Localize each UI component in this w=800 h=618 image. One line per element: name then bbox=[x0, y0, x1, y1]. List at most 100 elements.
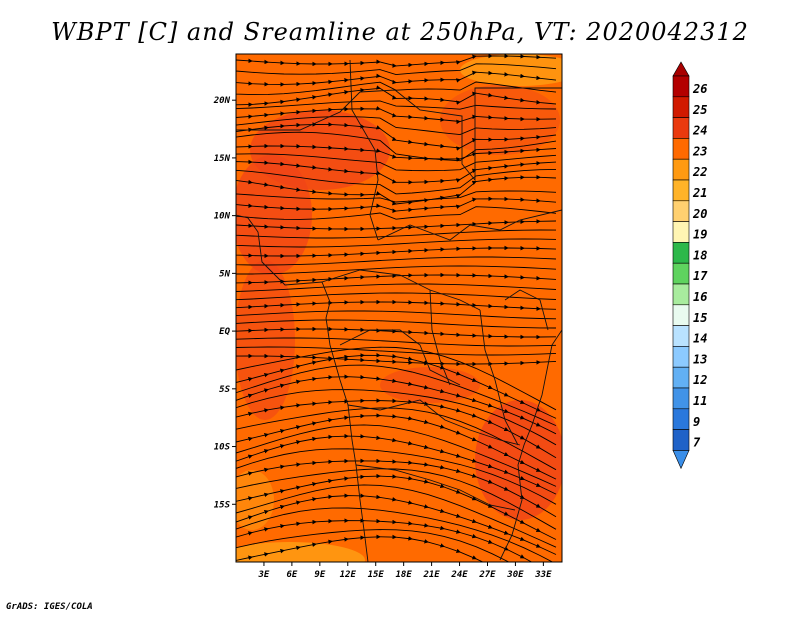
lon-tick-label: 12E bbox=[340, 570, 357, 580]
colorbar-label: 24 bbox=[692, 124, 707, 138]
lat-tick-label: 5N bbox=[219, 269, 230, 279]
border bbox=[349, 59, 379, 241]
lat-tick-label: 15N bbox=[214, 154, 231, 164]
chart-title: WBPT [C] and Sreamline at 250hPa, VT: 20… bbox=[51, 18, 749, 46]
streamline bbox=[236, 219, 557, 232]
streamline bbox=[236, 85, 557, 107]
colorbar-segment bbox=[672, 96, 690, 118]
lat-tick-label: 10S bbox=[214, 443, 231, 453]
lon-tick-label: 24E bbox=[450, 570, 468, 580]
warm-patch bbox=[440, 85, 560, 155]
colorbar-segment bbox=[672, 366, 690, 389]
colorbar-label: 11 bbox=[693, 394, 707, 408]
colorbar-label: 22 bbox=[692, 165, 707, 179]
colorbar-segment bbox=[672, 75, 690, 98]
plot-frame bbox=[235, 53, 563, 563]
lon-tick-label: 9E bbox=[314, 570, 325, 580]
lon-tick-label: 30E bbox=[506, 570, 524, 580]
colorbar-segment bbox=[672, 158, 690, 181]
colorbar-label: 17 bbox=[693, 269, 708, 283]
colorbar-label: 16 bbox=[693, 290, 707, 304]
lon-tick-label: 3E bbox=[258, 570, 270, 580]
lat-tick-label: EQ bbox=[219, 327, 230, 337]
colorbar-label: 20 bbox=[692, 207, 707, 221]
colorbar-segment bbox=[672, 283, 690, 306]
colorbar-segment bbox=[672, 179, 690, 202]
lon-tick-label: 21E bbox=[422, 570, 440, 580]
streamline bbox=[236, 272, 557, 285]
streamline bbox=[236, 310, 557, 320]
streamline bbox=[236, 245, 557, 259]
streamline bbox=[236, 292, 557, 301]
streamline bbox=[236, 283, 557, 292]
colorbar-segment bbox=[672, 200, 690, 222]
colorbar-label: 13 bbox=[693, 352, 707, 366]
colorbar-label: 21 bbox=[692, 186, 707, 200]
lat-tick-label: 15S bbox=[214, 500, 231, 510]
lat-tick-label: 10N bbox=[214, 212, 231, 222]
longitude-axis: 3E 6E 9E 12E 15E 18E 21E 24E 27E 30E 33E bbox=[258, 562, 552, 580]
streamline bbox=[236, 70, 557, 87]
cool-patch bbox=[236, 470, 274, 530]
lon-tick-label: 27E bbox=[478, 570, 496, 580]
streamline bbox=[236, 229, 557, 239]
colorbar-label: 9 bbox=[693, 415, 700, 429]
colorbar-label: 7 bbox=[693, 436, 701, 450]
latitude-axis: 20N 15N 10N 5N EQ 5S 10S 15S bbox=[213, 96, 236, 510]
lake-victoria bbox=[504, 289, 549, 331]
lon-tick-label: 6E bbox=[286, 570, 297, 580]
streamline bbox=[236, 299, 557, 311]
lon-tick-label: 18E bbox=[396, 570, 413, 580]
colorbar-segment bbox=[672, 221, 690, 243]
colorbar-segment bbox=[672, 117, 690, 139]
lat-tick-label: 5S bbox=[219, 385, 230, 395]
grads-credit: GrADS: IGES/COLA bbox=[6, 602, 93, 612]
border bbox=[355, 464, 516, 511]
streamline bbox=[236, 106, 557, 125]
streamline bbox=[236, 196, 557, 213]
streamline bbox=[236, 326, 557, 340]
colorbar-top-arrow bbox=[672, 61, 690, 77]
coastlines-borders bbox=[236, 59, 562, 562]
colorbar-segment bbox=[672, 429, 690, 451]
colorbar-bottom-arrow bbox=[672, 450, 690, 470]
colorbar: 26 25 24 23 22 21 20 19 18 17 16 15 14 13 12 11 9 7 bbox=[672, 61, 708, 470]
west-coastline bbox=[236, 214, 369, 562]
colorbar-label: 19 bbox=[693, 228, 707, 242]
colorbar-label: 23 bbox=[692, 144, 707, 158]
streamline bbox=[236, 206, 557, 220]
east-coastline bbox=[499, 329, 562, 561]
streamline bbox=[236, 54, 557, 68]
streamlines bbox=[236, 54, 557, 562]
border bbox=[347, 399, 521, 446]
streamline bbox=[236, 143, 557, 162]
colorbar-label: 12 bbox=[693, 373, 707, 387]
shaded-field bbox=[236, 54, 562, 562]
border bbox=[377, 209, 562, 241]
colorbar-segment bbox=[672, 262, 690, 285]
streamline bbox=[236, 122, 557, 151]
colorbar-segment bbox=[672, 346, 690, 368]
colorbar-segment bbox=[672, 387, 690, 410]
colorbar-label: 18 bbox=[693, 248, 707, 262]
colorbar-label: 25 bbox=[692, 103, 707, 117]
colorbar-segment bbox=[672, 325, 690, 347]
border bbox=[321, 269, 481, 311]
lon-tick-label: 33E bbox=[534, 570, 552, 580]
colorbar-label: 14 bbox=[693, 332, 707, 346]
warm-patch bbox=[236, 260, 295, 420]
colorbar-label: 26 bbox=[692, 82, 707, 96]
colorbar-segment bbox=[672, 408, 690, 430]
border bbox=[339, 329, 461, 386]
border bbox=[479, 309, 519, 446]
lat-tick-label: 20N bbox=[213, 96, 231, 106]
border bbox=[429, 289, 451, 386]
lon-tick-label: 15E bbox=[368, 570, 385, 580]
colorbar-segment bbox=[672, 242, 690, 264]
colorbar-segment bbox=[672, 138, 690, 160]
border bbox=[236, 87, 562, 182]
colorbar-segment bbox=[672, 304, 690, 326]
warm-patch bbox=[236, 155, 312, 275]
streamline bbox=[236, 337, 557, 347]
